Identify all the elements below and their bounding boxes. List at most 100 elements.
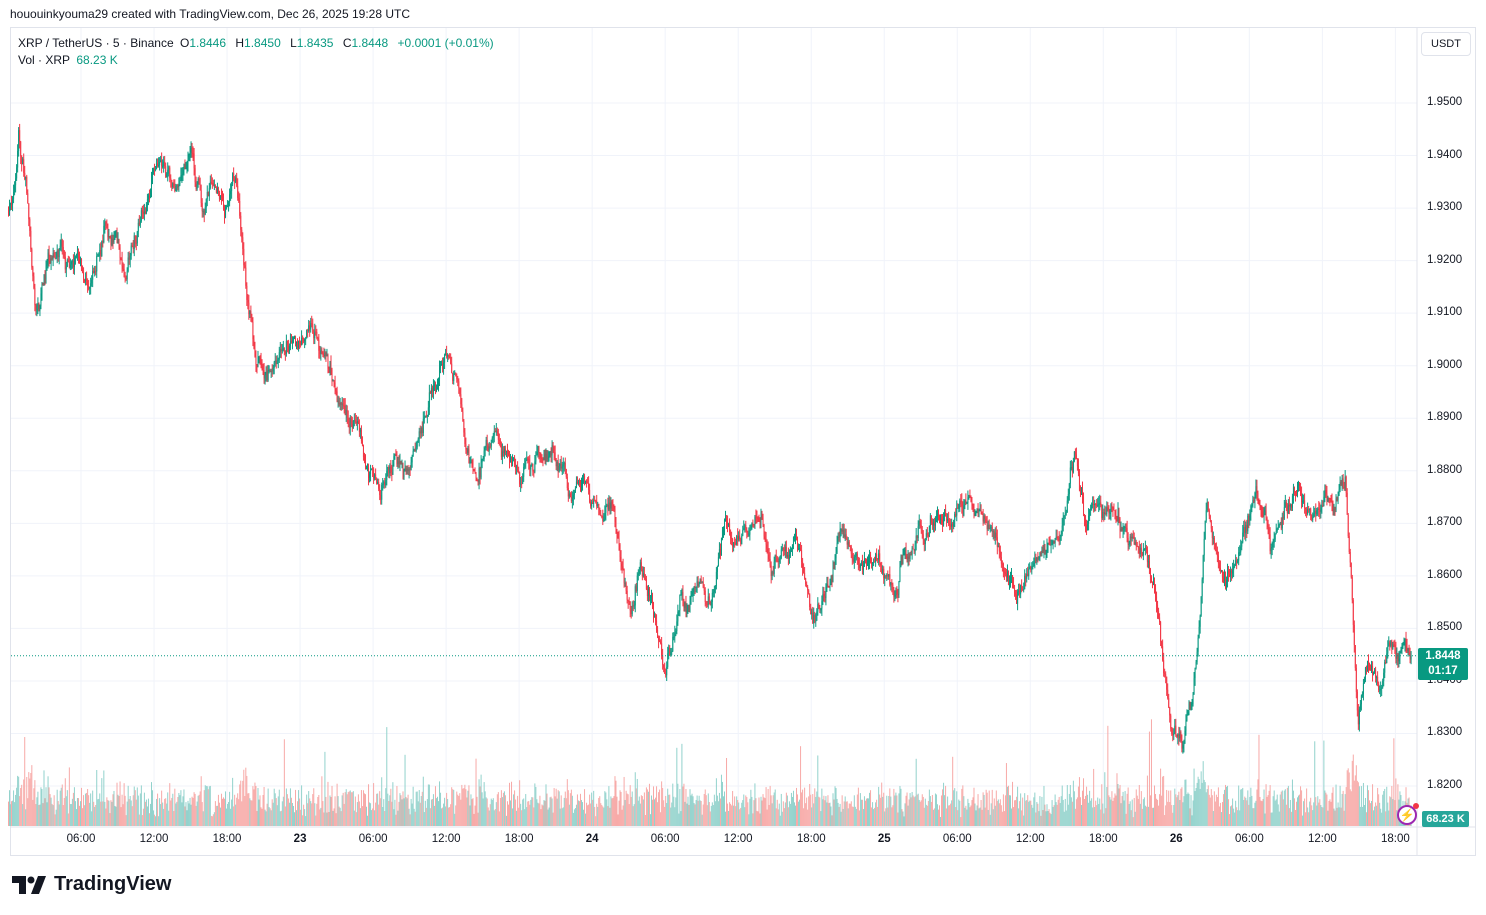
symbol-title[interactable]: XRP / TetherUS · 5 · Binance [18,36,174,50]
volume-bar [1261,801,1263,826]
candle [1261,510,1263,512]
volume-bar [301,785,303,826]
candle [1344,476,1346,489]
lightning-icon[interactable]: ⚡ [1397,803,1419,825]
candle [1203,538,1205,556]
candle [1404,638,1406,645]
volume-bar [1121,796,1123,826]
volume-bar [694,804,696,826]
candle [587,482,589,484]
candle [1084,513,1086,520]
candle [780,549,782,559]
candle [1134,541,1136,545]
candle [613,506,615,509]
candle [70,261,72,265]
currency-button[interactable]: USDT [1421,32,1471,56]
volume-bar [758,797,760,826]
volume-bar [893,788,895,826]
volume-bar [708,802,710,826]
candle [1171,728,1173,734]
volume-bar [613,796,615,826]
candle [321,349,323,354]
volume-bar [38,805,40,826]
volume-bar [734,796,736,826]
candle [567,488,569,497]
candle [960,500,962,502]
candle [1272,542,1274,547]
volume-bar [995,790,997,826]
candle [121,259,123,266]
candle [1143,548,1145,550]
time-tick: 06:00 [66,833,96,845]
candle [1185,720,1187,731]
candle [1388,642,1390,647]
tradingview-logo[interactable]: TradingView [12,873,171,896]
volume-bar [868,798,870,826]
candle [1273,539,1275,543]
volume-bar [1271,812,1273,826]
volume-bar [209,785,211,826]
time-tick: 12:00 [431,833,461,845]
volume-bar [654,799,656,826]
candle [654,616,656,618]
volume-bar [139,793,141,826]
candle [1178,734,1180,739]
candle [858,564,860,569]
volume-bar [1393,738,1395,826]
candle [1377,676,1379,684]
volume-bar [158,816,160,826]
candle [598,504,600,509]
volume-bar [1351,760,1353,826]
candle [434,384,436,391]
candle [894,595,896,597]
volume-label[interactable]: Vol · XRP [18,53,71,67]
volume-bar [559,808,561,826]
candle [212,183,214,186]
volume-bar [269,808,271,826]
candle [214,185,216,188]
candle [597,504,599,507]
candle [604,512,606,520]
volume-bar [584,789,586,826]
candle [139,221,141,225]
volume-bar [1018,808,1020,826]
candle [545,454,547,462]
volume-bar [488,810,490,826]
volume-bar [1381,812,1383,826]
volume-bar [1059,803,1061,826]
candle [734,542,736,544]
volume-bar [306,794,308,826]
candle [279,349,281,353]
volume-bar [367,815,369,826]
volume-bar [12,800,14,826]
volume-bar [1273,790,1275,826]
volume-bar [1315,797,1317,826]
time-tick: 23 [293,833,307,845]
volume-bar [135,799,137,826]
candle [876,553,878,560]
volume-bar [1324,790,1326,826]
volume-bar [178,792,180,826]
volume-bar [951,800,953,826]
candle [252,321,254,340]
volume-bar [424,800,426,826]
volume-bar [88,795,90,826]
volume-bar [684,801,686,826]
volume-bar [407,794,409,826]
candle [131,245,133,247]
volume-bar [1132,817,1134,826]
volume-bar [1189,808,1191,826]
volume-bar [514,790,516,826]
candle [97,255,99,257]
candle [877,559,879,561]
candle [130,245,132,256]
volume-bar [1300,786,1302,826]
volume-bar [1379,802,1381,826]
volume-bar [1165,805,1167,826]
volume-bar [845,801,847,826]
volume-bar [686,803,688,826]
volume-bar [103,770,105,826]
candle [741,535,743,545]
candles [8,123,1412,754]
